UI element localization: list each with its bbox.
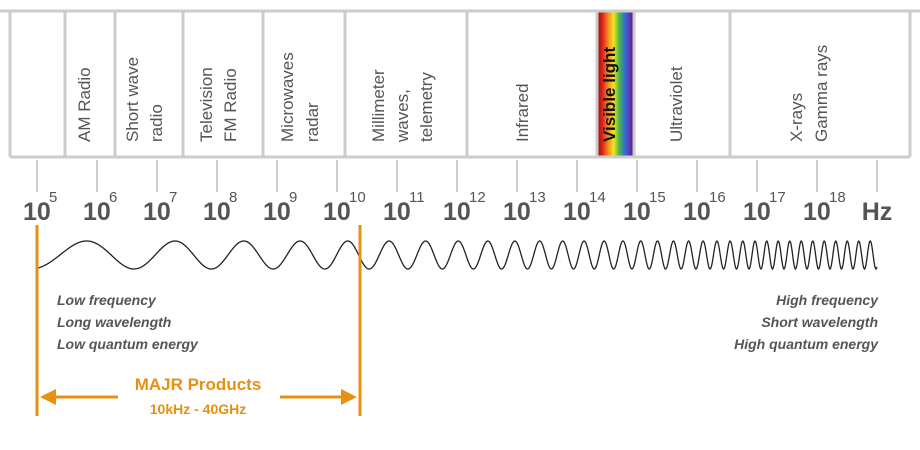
tick-base: 10: [143, 198, 171, 226]
tick-base: 10: [23, 198, 51, 226]
tick-base: 10: [263, 198, 291, 226]
band-label: FM Radio: [221, 68, 240, 142]
tick-base: 10: [623, 198, 651, 226]
arrowhead-right: [341, 389, 357, 405]
band-label: Visible light: [600, 47, 619, 142]
unit: Hz: [862, 198, 893, 226]
tick-base: 10: [323, 198, 351, 226]
band-label: Microwaves: [278, 52, 297, 142]
tick-base: 10: [383, 198, 411, 226]
tick-exponent: 13: [529, 189, 546, 206]
tick-exponent: 10: [349, 189, 366, 206]
band-label: Millimeter: [369, 69, 388, 142]
note-left: Low quantum energy: [57, 336, 199, 352]
tick-exponent: 16: [709, 189, 726, 206]
note-right: Short wavelength: [761, 314, 878, 330]
tick-exponent: 15: [649, 189, 666, 206]
tick-base: 10: [503, 198, 531, 226]
note-left: Long wavelength: [57, 314, 171, 330]
band-label: X-rays: [787, 93, 806, 142]
tick-base: 10: [443, 198, 471, 226]
tick-base: 10: [83, 198, 111, 226]
wave: [36, 240, 878, 270]
products-title: MAJR Products: [135, 375, 262, 394]
tick-exponent: 6: [109, 189, 117, 206]
tick-exponent: 9: [289, 189, 297, 206]
band-label: Infrared: [513, 83, 532, 142]
note-left: Low frequency: [57, 292, 157, 308]
band-label: radio: [147, 104, 166, 142]
tick-base: 10: [563, 198, 591, 226]
tick-exponent: 5: [49, 189, 57, 206]
tick-base: 10: [743, 198, 771, 226]
band-label: Gamma rays: [812, 45, 831, 142]
band-label: radar: [303, 102, 322, 142]
note-right: High frequency: [776, 292, 879, 308]
tick-exponent: 7: [169, 189, 177, 206]
tick-base: 10: [683, 198, 711, 226]
visible-spectrum: [597, 11, 634, 157]
tick-exponent: 8: [229, 189, 237, 206]
tick-exponent: 18: [829, 189, 846, 206]
band-label: Ultraviolet: [667, 66, 686, 142]
band-label: AM Radio: [75, 67, 94, 142]
band-label: Short wave: [123, 57, 142, 142]
band-label: Television: [197, 67, 216, 142]
tick-base: 10: [803, 198, 831, 226]
tick-exponent: 11: [409, 189, 425, 206]
tick-exponent: 12: [469, 189, 486, 206]
note-right: High quantum energy: [734, 336, 879, 352]
band-label: telemetry: [417, 72, 436, 142]
tick-exponent: 17: [769, 189, 786, 206]
band-label: waves,: [393, 89, 412, 143]
tick-base: 10: [203, 198, 231, 226]
arrowhead-left: [40, 389, 56, 405]
products-range: 10kHz - 40GHz: [150, 401, 246, 417]
tick-exponent: 14: [589, 189, 606, 206]
